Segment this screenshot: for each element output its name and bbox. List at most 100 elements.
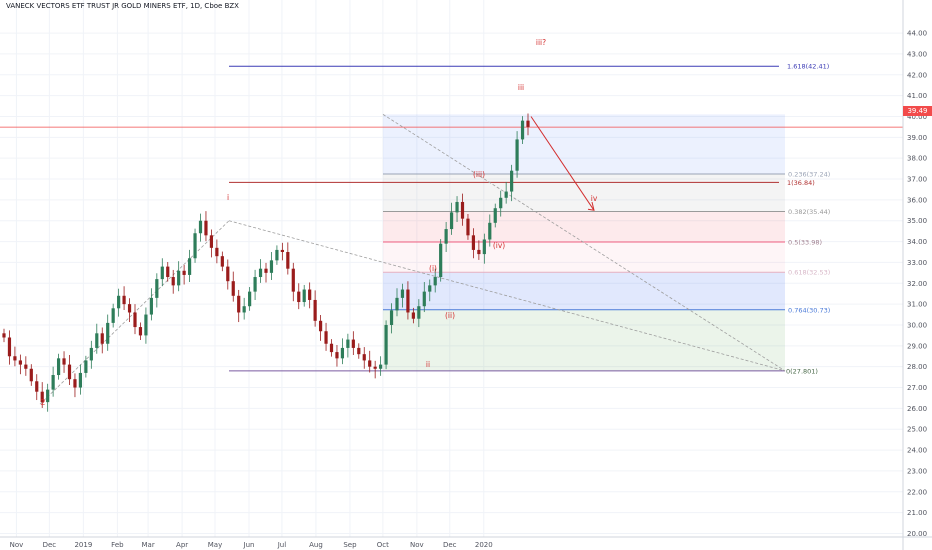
y-tick-label: 42.00 bbox=[907, 71, 927, 79]
candle-body bbox=[138, 327, 143, 336]
candle-body bbox=[193, 233, 197, 259]
candle-body bbox=[335, 352, 339, 359]
y-tick-label: 21.00 bbox=[907, 509, 927, 517]
candle-body bbox=[526, 120, 530, 127]
candle-body bbox=[411, 312, 415, 319]
fib-zone bbox=[383, 211, 785, 242]
candle-body bbox=[166, 266, 170, 278]
candle-body bbox=[62, 358, 66, 365]
wave-label: (iv) bbox=[493, 241, 505, 250]
candle-body bbox=[18, 360, 22, 365]
candle-body bbox=[204, 220, 208, 236]
candle-body bbox=[318, 320, 323, 332]
candle-body bbox=[428, 285, 432, 292]
candle-body bbox=[362, 354, 366, 361]
y-tick-label: 41.00 bbox=[907, 92, 927, 100]
candle-body bbox=[122, 295, 126, 305]
x-tick-label: Mar bbox=[141, 541, 154, 549]
candle-body bbox=[504, 191, 508, 198]
candle-body bbox=[455, 201, 459, 213]
wave-label: iv bbox=[591, 194, 598, 203]
candle-body bbox=[368, 360, 372, 367]
y-tick-label: 43.00 bbox=[907, 50, 927, 58]
candle-body bbox=[226, 266, 230, 282]
candle-body bbox=[40, 391, 44, 403]
candle-body bbox=[313, 299, 317, 321]
y-tick-label: 33.00 bbox=[907, 259, 927, 267]
candle-body bbox=[406, 289, 410, 313]
trend-line-dashed bbox=[228, 220, 786, 372]
candle-body bbox=[493, 208, 497, 223]
candle-body bbox=[280, 249, 284, 253]
x-tick-label: Apr bbox=[176, 541, 188, 549]
candle-body bbox=[449, 212, 454, 230]
candle-body bbox=[13, 356, 17, 361]
fib-zone bbox=[383, 272, 785, 310]
candle-body bbox=[275, 249, 279, 261]
candle-body bbox=[422, 291, 426, 307]
candle-body bbox=[515, 139, 519, 171]
y-tick-label: 28.00 bbox=[907, 363, 927, 371]
y-tick-label: 36.00 bbox=[907, 196, 927, 204]
candle-body bbox=[78, 372, 83, 388]
fib-zone bbox=[383, 241, 785, 273]
candle-body bbox=[29, 368, 33, 382]
fib-zone bbox=[383, 174, 785, 212]
candle-body bbox=[400, 289, 405, 298]
candle-body bbox=[488, 222, 492, 240]
y-tick-label: 26.00 bbox=[907, 405, 927, 413]
candle-body bbox=[340, 347, 345, 359]
y-tick-label: 31.00 bbox=[907, 301, 927, 309]
y-tick-label: 22.00 bbox=[907, 488, 927, 496]
level-label: 0.236(37.24) bbox=[788, 171, 830, 179]
horizontal-levels: 1.618(42.41) 0.236(37.24)1(36.84) 0.382(35… bbox=[0, 63, 903, 375]
candle-body bbox=[67, 364, 72, 380]
y-tick-label: 39.00 bbox=[907, 134, 927, 142]
candle-body bbox=[389, 310, 394, 325]
candle-body bbox=[84, 360, 88, 373]
candle-body bbox=[444, 229, 448, 244]
candle-body bbox=[351, 339, 355, 348]
candle-body bbox=[171, 277, 175, 286]
candle-body bbox=[329, 343, 334, 353]
candle-body bbox=[106, 322, 110, 344]
y-tick-label: 32.00 bbox=[907, 280, 927, 288]
wave-label: i bbox=[227, 193, 229, 202]
candle-body bbox=[56, 358, 61, 376]
candle-body bbox=[117, 295, 121, 309]
fib-zone bbox=[383, 114, 785, 175]
candle-body bbox=[177, 270, 181, 286]
level-label: 1.618(42.41) bbox=[787, 63, 829, 71]
candle-body bbox=[198, 220, 203, 234]
y-tick-label: 29.00 bbox=[907, 342, 927, 350]
candle-body bbox=[297, 291, 301, 303]
candle-body bbox=[35, 381, 39, 392]
candle-body bbox=[357, 347, 361, 355]
wave-label: iii bbox=[518, 83, 524, 92]
candle-body bbox=[73, 379, 77, 388]
y-tick-label: 27.00 bbox=[907, 384, 927, 392]
level-label: 0.618(32.53) bbox=[788, 269, 830, 277]
y-tick-label: 20.00 bbox=[907, 530, 927, 538]
x-tick-label: Oct bbox=[377, 541, 389, 549]
chart-title: VANECK VECTORS ETF TRUST JR GOLD MINERS … bbox=[6, 2, 239, 10]
x-tick-label: Aug bbox=[309, 541, 323, 549]
candle-body bbox=[46, 389, 50, 403]
candle-body bbox=[253, 277, 257, 292]
candle-body bbox=[24, 364, 28, 369]
x-tick-label: Dec bbox=[43, 541, 57, 549]
candle-body bbox=[510, 170, 514, 192]
candle-body bbox=[395, 297, 399, 311]
wave-label: (ii) bbox=[445, 311, 455, 320]
x-tick-label: Sep bbox=[343, 541, 357, 549]
fib-zones bbox=[383, 114, 785, 371]
wave-label: ii bbox=[426, 360, 430, 369]
candle-body bbox=[111, 308, 115, 323]
candle-body bbox=[100, 333, 104, 344]
candle-body bbox=[520, 120, 525, 140]
candle-body bbox=[182, 270, 186, 275]
